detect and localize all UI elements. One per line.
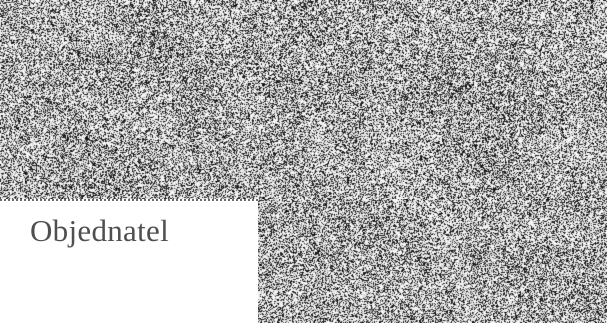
label-text: Objednatel (30, 213, 170, 248)
label-panel: Objednatel (0, 199, 258, 323)
